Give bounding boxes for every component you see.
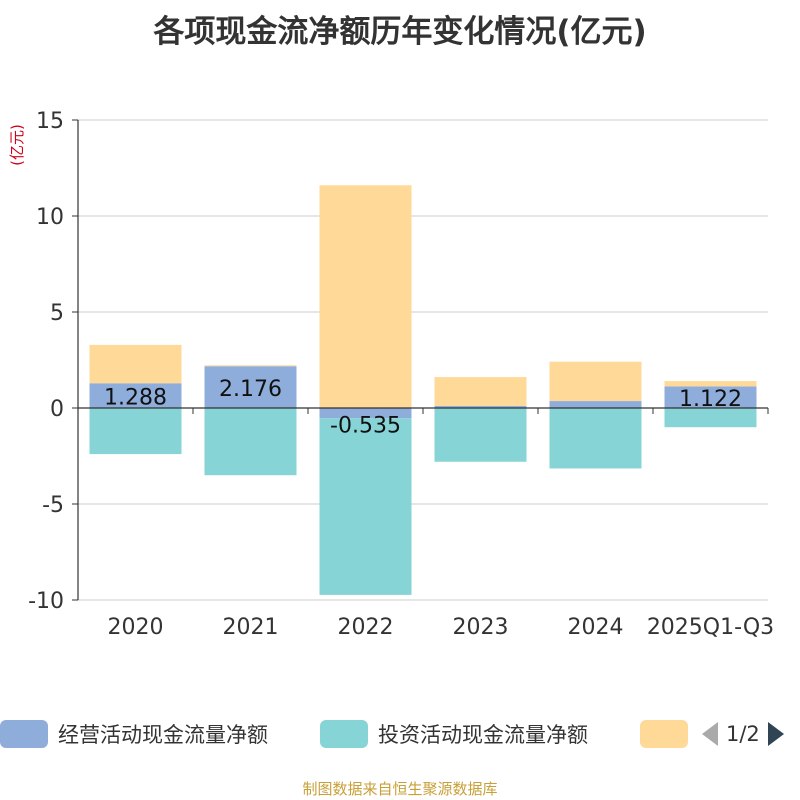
x-tick-label: 2020 [108, 615, 164, 640]
bar-investing-2021 [204, 408, 297, 476]
legend-label-operating: 经营活动现金流量净额 [58, 723, 268, 747]
bar-third-2020 [89, 344, 182, 384]
y-tick-label: 5 [50, 301, 64, 326]
bar-investing-2020 [89, 408, 182, 455]
data-label-2025Q1-Q3: 1.122 [679, 387, 742, 412]
y-tick-label: 10 [36, 205, 64, 230]
bar-operating-2020 [89, 383, 182, 408]
x-tick-label: 2025Q1-Q3 [647, 615, 774, 640]
legend-next-icon[interactable] [766, 720, 786, 748]
legend-page-indicator: 1/2 [726, 722, 760, 746]
bar-investing-2022 [319, 418, 412, 595]
legend-swatch-operating [0, 720, 48, 748]
legend-swatch-investing [320, 720, 368, 748]
y-axis-unit-label: (亿元) [8, 124, 26, 166]
data-label-2020: 1.288 [104, 386, 167, 411]
legend-prev-icon[interactable] [700, 720, 720, 748]
legend-pager: 1/2 [700, 718, 800, 750]
bar-operating-2022 [319, 408, 412, 419]
data-label-2021: 2.176 [219, 377, 282, 402]
y-tick-label: -5 [42, 493, 64, 518]
legend-swatch-third [640, 720, 688, 748]
bar-operating-2024 [549, 401, 642, 408]
source-note: 制图数据来自恒生聚源数据库 [302, 780, 498, 798]
y-tick-label: -10 [28, 589, 64, 614]
y-tick-label: 0 [50, 397, 64, 422]
axes: 15 10 5 0 -5 -10 (亿元) 2020 2021 2022 2023 2024 2025Q… [8, 109, 774, 640]
bar-third-2022 [319, 185, 412, 408]
x-tick-label: 2024 [568, 615, 624, 640]
legend-item-investing[interactable]: 投资活动现金流量净额 [320, 718, 588, 750]
bar-third-2021 [204, 365, 297, 367]
bar-investing-2025Q1-Q3 [664, 408, 757, 428]
legend-item-operating[interactable]: 经营活动现金流量净额 [0, 718, 268, 750]
bar-operating-2023 [434, 405, 527, 408]
bar-third-2024 [549, 361, 642, 402]
grid-lines [78, 119, 768, 601]
bar-series [89, 185, 757, 595]
bar-investing-2023 [434, 408, 527, 462]
chart-title: 各项现金流净额历年变化情况(亿元) [153, 14, 647, 50]
bar-investing-2024 [549, 408, 642, 469]
legend-item-third[interactable] [640, 718, 698, 750]
bar-third-2025Q1-Q3 [664, 381, 757, 387]
x-tick-label: 2022 [338, 615, 394, 640]
legend-label-investing: 投资活动现金流量净额 [378, 723, 588, 747]
bar-operating-2021 [204, 366, 297, 408]
y-tick-label: 15 [36, 109, 64, 134]
data-labels: 1.288 2.176 -0.535 1.122 [104, 377, 742, 438]
x-tick-label: 2023 [453, 615, 509, 640]
bar-third-2023 [434, 377, 527, 406]
data-label-2022: -0.535 [330, 413, 401, 438]
bar-operating-2025Q1-Q3 [664, 386, 757, 408]
x-tick-label: 2021 [223, 615, 279, 640]
